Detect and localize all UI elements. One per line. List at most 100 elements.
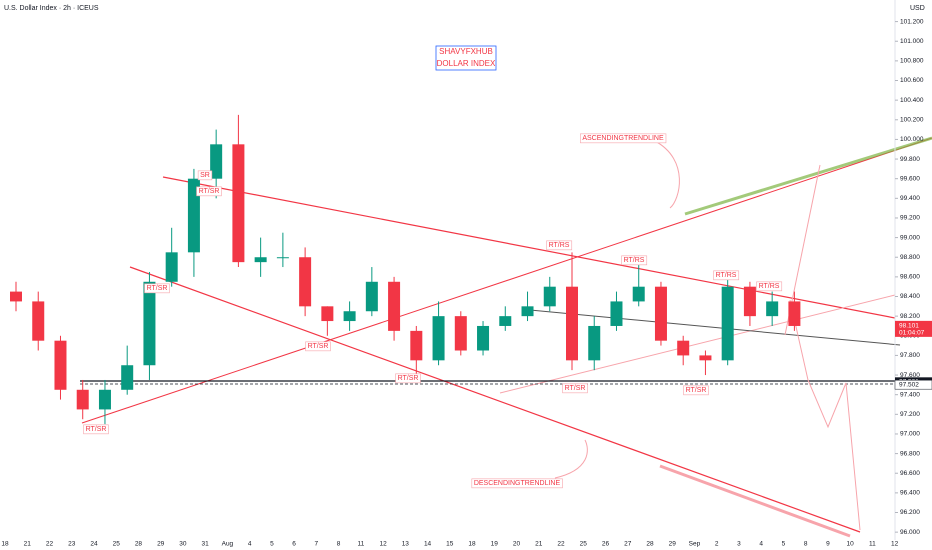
x-tick-label: 12 bbox=[891, 541, 899, 548]
price-tag-label: 97.502 bbox=[899, 381, 919, 388]
candle-body bbox=[654, 286, 667, 341]
x-tick-label: 12 bbox=[379, 541, 387, 548]
x-tick-label: 15 bbox=[446, 541, 454, 548]
x-tick-label: 19 bbox=[491, 541, 499, 548]
candle-body bbox=[721, 286, 734, 361]
candle-body bbox=[321, 306, 334, 322]
annotation: SR bbox=[200, 172, 210, 179]
x-tick-label: 30 bbox=[179, 541, 187, 548]
x-tick-label: 11 bbox=[357, 541, 364, 548]
x-tick-label: 29 bbox=[669, 541, 677, 548]
candle-body bbox=[743, 286, 756, 317]
candle-body bbox=[432, 316, 445, 361]
price-tag bbox=[894, 379, 932, 390]
candle-body bbox=[54, 340, 67, 390]
x-tick-label: 31 bbox=[202, 541, 210, 548]
x-tick-label: 28 bbox=[135, 541, 143, 548]
candle-body bbox=[365, 281, 378, 312]
y-tick-label: 100.000 bbox=[900, 136, 924, 143]
annotation-box bbox=[562, 383, 588, 394]
candle-body bbox=[610, 301, 623, 326]
y-tick-label: 96.200 bbox=[900, 509, 920, 516]
annotation: RT/SR bbox=[199, 188, 220, 195]
x-tick-label: 13 bbox=[402, 541, 410, 548]
candle-body bbox=[521, 306, 534, 317]
y-tick-label: 101.000 bbox=[900, 38, 924, 45]
candle-body bbox=[677, 340, 690, 356]
annotation: ASCENDINGTRENDLINE bbox=[582, 135, 664, 142]
x-tick-label: 26 bbox=[602, 541, 610, 548]
candle-body bbox=[232, 144, 245, 263]
x-tick-label: 27 bbox=[624, 541, 632, 548]
y-tick-label: 99.200 bbox=[900, 215, 920, 222]
y-tick-label: 96.800 bbox=[900, 450, 920, 457]
candle-body bbox=[766, 301, 779, 317]
annotation-box bbox=[546, 240, 573, 251]
annotation: RT/SR bbox=[308, 343, 329, 350]
candle-body bbox=[477, 325, 490, 351]
candle-body bbox=[121, 365, 134, 390]
candle-body bbox=[143, 281, 156, 366]
y-tick-label: 99.800 bbox=[900, 156, 920, 163]
x-tick-label: 2 bbox=[715, 541, 719, 548]
annotation-box bbox=[683, 385, 709, 396]
candle-body bbox=[32, 301, 45, 341]
annotation: RT/SR bbox=[686, 387, 707, 394]
annotation: RT/SR bbox=[398, 375, 419, 382]
candle-body bbox=[788, 301, 801, 326]
currency: USD bbox=[910, 5, 925, 12]
annotation-box bbox=[621, 255, 648, 266]
candle-body bbox=[76, 389, 89, 410]
price-tag-label: 98.101 bbox=[899, 323, 919, 330]
x-tick-label: 4 bbox=[248, 541, 252, 548]
x-tick-label: 25 bbox=[580, 541, 588, 548]
annotation: RT/SR bbox=[147, 285, 168, 292]
x-tick-label: 22 bbox=[557, 541, 565, 548]
x-tick-label: 22 bbox=[46, 541, 54, 548]
y-tick-label: 97.600 bbox=[900, 372, 920, 379]
y-tick-label: 97.000 bbox=[900, 431, 920, 438]
candle-body bbox=[254, 257, 267, 263]
y-tick-label: 101.200 bbox=[900, 18, 924, 25]
y-tick-label: 98.200 bbox=[900, 313, 920, 320]
x-tick-label: 14 bbox=[424, 541, 432, 548]
x-tick-label: 5 bbox=[782, 541, 786, 548]
x-tick-label: 5 bbox=[270, 541, 274, 548]
price-tag-countdown: 01:04:07 bbox=[899, 330, 925, 337]
x-tick-label: 18 bbox=[468, 541, 476, 548]
y-tick-label: 99.400 bbox=[900, 195, 920, 202]
annotation-box bbox=[395, 373, 421, 384]
x-tick-label: 25 bbox=[113, 541, 121, 548]
candle-body bbox=[454, 316, 467, 351]
x-tick-label: 21 bbox=[535, 541, 543, 548]
candle-body bbox=[187, 178, 200, 253]
candle-body bbox=[499, 316, 512, 326]
annotation-box bbox=[83, 424, 109, 435]
x-tick-label: 24 bbox=[90, 541, 98, 548]
watermark: DOLLAR INDEX bbox=[437, 59, 496, 68]
annotation-box bbox=[471, 478, 563, 489]
y-tick-label: 96.600 bbox=[900, 470, 920, 477]
annotation-box bbox=[144, 283, 170, 294]
y-tick-label: 97.200 bbox=[900, 411, 920, 418]
candle-body bbox=[165, 252, 178, 282]
y-tick-label: 100.400 bbox=[900, 97, 924, 104]
x-tick-label: 8 bbox=[337, 541, 341, 548]
candle-body bbox=[588, 325, 601, 361]
annotation: DESCENDINGTRENDLINE bbox=[474, 480, 561, 487]
y-tick-label: 99.000 bbox=[900, 234, 920, 241]
y-tick-label: 99.600 bbox=[900, 175, 920, 182]
annotation-box bbox=[197, 170, 213, 181]
y-tick-label: 100.800 bbox=[900, 58, 924, 65]
y-tick-label: 97.800 bbox=[900, 352, 920, 359]
candle-body bbox=[210, 144, 223, 179]
x-tick-label: 20 bbox=[513, 541, 521, 548]
annotation: RT/RS bbox=[716, 272, 737, 279]
x-tick-label: 21 bbox=[24, 541, 32, 548]
annotation-box bbox=[305, 341, 331, 352]
candle-body bbox=[632, 286, 645, 302]
candle-body bbox=[699, 355, 712, 361]
candle-body bbox=[98, 389, 111, 410]
annotation-box bbox=[713, 270, 740, 281]
candle-body bbox=[10, 291, 22, 302]
